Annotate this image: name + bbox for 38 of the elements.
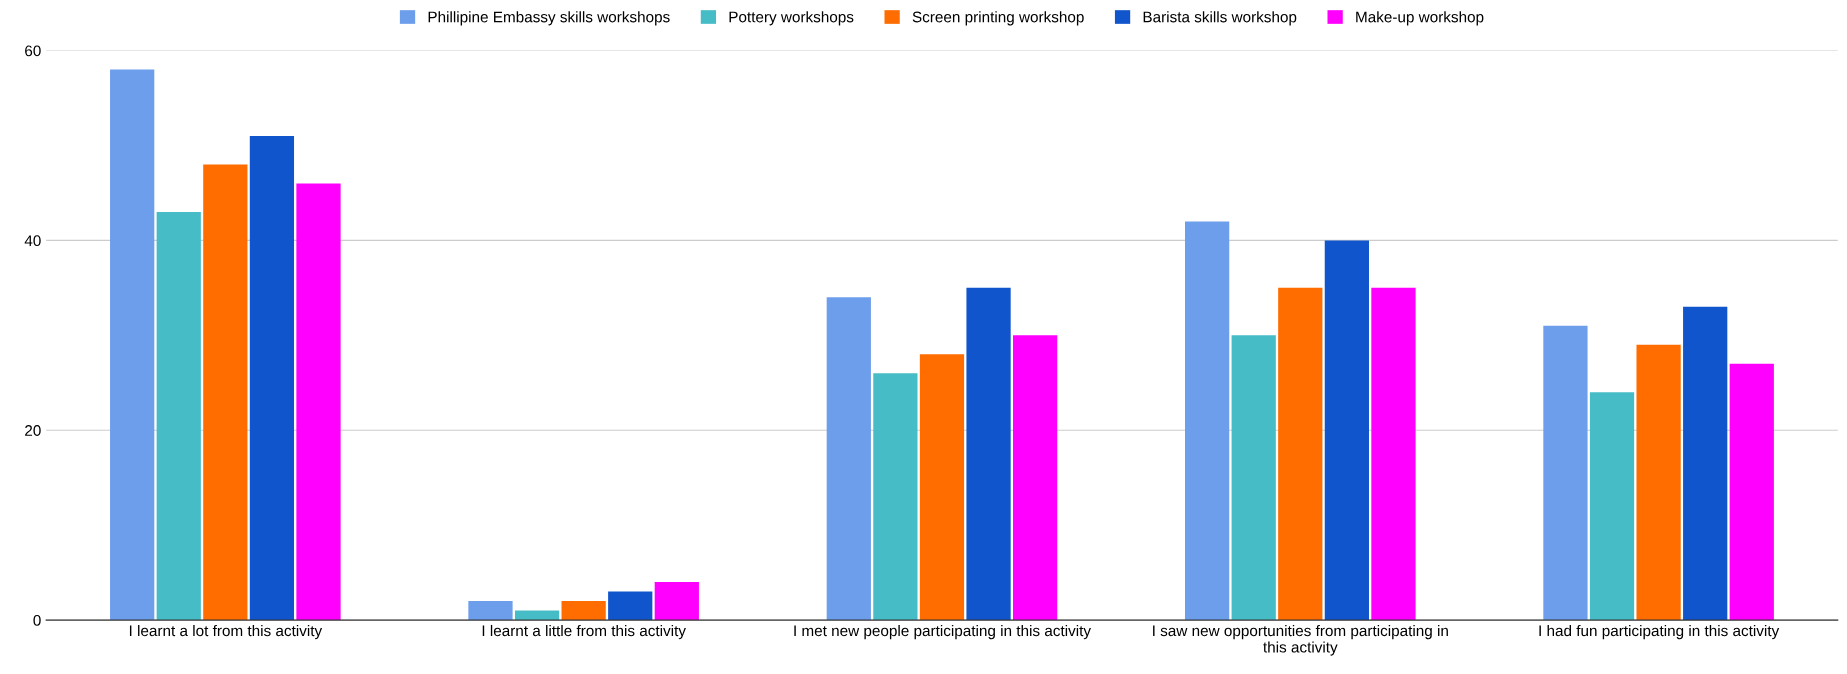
x-tick-label: I learnt a lot from this activity — [129, 624, 323, 640]
bar — [1013, 335, 1058, 621]
bar — [654, 582, 699, 621]
x-tick-label: I learnt a little from this activity — [482, 624, 686, 640]
bar — [1324, 240, 1369, 621]
bar — [1543, 325, 1588, 621]
bar — [1683, 306, 1728, 621]
x-tick-label: I met new people participating in this activity — [794, 624, 1091, 640]
x-tick-label: I had fun participating in this activity — [1539, 624, 1780, 640]
bar — [966, 287, 1011, 621]
bar — [1589, 392, 1635, 621]
y-tick-label: 40 — [24, 235, 41, 247]
legend-label: Screen printing workshop — [912, 11, 1084, 26]
bar — [1278, 287, 1323, 621]
legend-label: Pottery workshops — [729, 11, 854, 26]
bar — [1185, 221, 1230, 621]
bar — [919, 354, 965, 621]
bar — [156, 211, 201, 621]
y-tick-label: 60 — [25, 45, 41, 57]
bar — [1729, 363, 1774, 621]
bar — [468, 601, 513, 621]
bar — [608, 591, 653, 621]
y-tick-label: 0 — [33, 614, 41, 626]
bar — [110, 69, 155, 621]
bar — [873, 373, 918, 621]
bar — [1231, 335, 1276, 621]
x-tick-label: I saw new opportunities from participating in this activity — [1153, 624, 1448, 656]
legend-label: Phillipine Embassy skills workshops — [428, 11, 670, 26]
bar — [249, 135, 295, 621]
bar — [1636, 344, 1681, 621]
bar — [1371, 287, 1416, 621]
bar — [203, 164, 248, 621]
legend-label: Barista skills workshop — [1143, 11, 1297, 26]
legend-label: Make-up workshop — [1356, 11, 1484, 26]
bar — [296, 183, 341, 621]
bar — [561, 601, 606, 621]
y-tick-label: 20 — [25, 425, 41, 436]
bar — [826, 297, 871, 621]
